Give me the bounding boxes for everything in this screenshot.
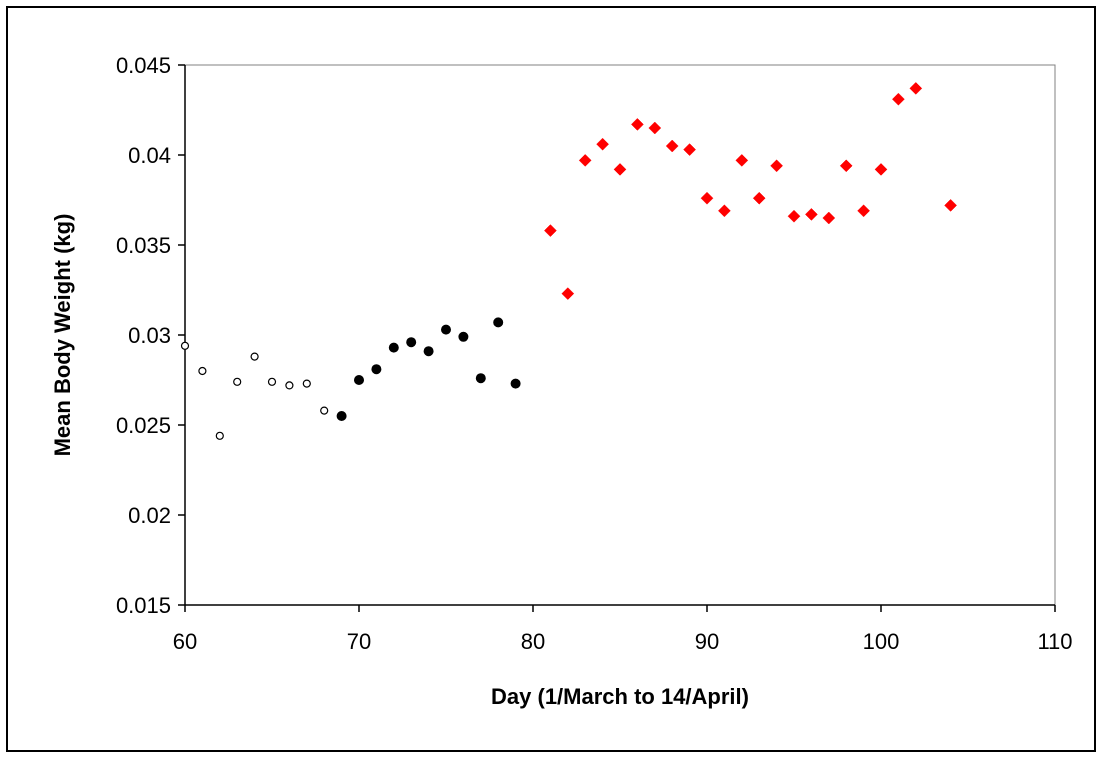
y-tick-label: 0.02 [128,503,171,528]
data-point [493,317,504,328]
x-tick-label: 60 [173,629,197,654]
x-tick-label: 100 [863,629,900,654]
x-tick-label: 80 [521,629,545,654]
data-point [770,159,783,173]
data-point [892,92,905,106]
data-point [822,211,836,225]
x-axis-ticks: 60 70 80 90 100 110 [173,605,1073,654]
data-point [267,377,277,386]
y-axis-ticks: 0.015 0.02 0.025 0.03 0.035 0.04 0.045 [116,53,185,618]
data-point [718,204,731,218]
data-point [441,324,451,335]
data-point [665,139,679,153]
data-point [406,337,417,348]
y-tick-label: 0.025 [116,413,171,438]
y-tick-label: 0.03 [128,323,171,348]
data-point [805,208,818,221]
scatter-chart: 60 70 80 90 100 110 0.0150.020.0250.030.0350.… [50,53,1073,709]
data-point [233,377,242,386]
data-point [874,163,888,176]
data-point [198,366,207,376]
plot-area [184,64,1056,606]
y-tick-label: 0.035 [116,233,171,258]
x-tick-label: 70 [347,629,371,654]
data-point [700,191,714,205]
data-point [944,199,957,212]
data-point [752,191,766,205]
data-point [839,159,853,173]
data-point [180,341,190,350]
y-tick-label: 0.045 [116,53,171,78]
y-tick-label: 0.04 [128,143,171,168]
data-point [423,346,434,357]
data-point [735,154,749,167]
chart-frame: 60 70 80 90 100 110 0.015 0.02 0.025 0.03 0.035 0.… [6,6,1096,752]
data-point [215,431,224,440]
data-point [857,204,870,218]
data-point [510,378,521,389]
x-tick-label: 110 [1037,629,1072,654]
x-tick-label: 90 [695,629,719,654]
data-point [354,375,364,385]
data-point [648,121,662,135]
y-axis-title: Mean Body Weight (kg) [50,214,75,457]
x-axis-title: Day (1/March to 14/April) [491,684,749,709]
data-point [371,364,382,375]
data-point [631,118,644,131]
data-point [336,411,347,421]
data-point [458,331,469,342]
data-point [613,163,627,176]
data-point [544,224,557,237]
data-point [578,154,592,167]
data-points [180,82,957,440]
data-point [683,143,696,156]
y-tick-label: 0.015 [116,593,171,618]
data-point [475,373,486,384]
data-point [285,381,294,390]
data-point [302,379,311,388]
data-point [250,352,259,361]
data-point [909,82,923,95]
data-point [561,287,575,300]
data-point [320,406,329,415]
data-point [787,209,801,223]
data-point [388,342,399,353]
data-point [596,137,609,151]
